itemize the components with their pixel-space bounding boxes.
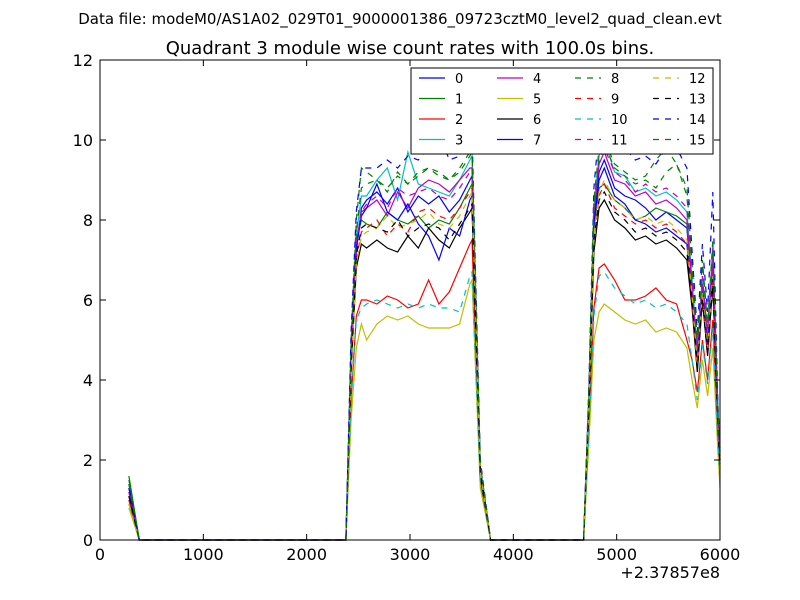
legend-label-9: 9 xyxy=(611,93,619,108)
legend-box xyxy=(410,67,714,155)
legend-label-8: 8 xyxy=(611,72,619,87)
y-tick-label: 2 xyxy=(83,451,93,470)
legend-label-12: 12 xyxy=(689,72,706,87)
y-tick-label: 4 xyxy=(83,371,93,390)
legend-label-1: 1 xyxy=(455,93,463,108)
series-line-9 xyxy=(128,182,721,541)
series-line-11 xyxy=(128,146,721,541)
x-tick-label: 1000 xyxy=(183,545,224,564)
x-tick-label: 2000 xyxy=(286,545,327,564)
legend-label-7: 7 xyxy=(533,134,541,149)
x-tick-label: 4000 xyxy=(493,545,534,564)
series-line-3 xyxy=(128,138,721,541)
legend-label-14: 14 xyxy=(689,113,706,128)
x-tick-label: 5000 xyxy=(596,545,637,564)
series-line-5 xyxy=(128,277,721,541)
legend-label-3: 3 xyxy=(455,134,463,149)
legend-label-0: 0 xyxy=(455,72,463,87)
legend-label-5: 5 xyxy=(533,93,541,108)
series-line-12 xyxy=(128,178,721,541)
chart-suptitle: Data file: modeM0/AS1A02_029T01_90000013… xyxy=(78,10,722,29)
y-tick-label: 6 xyxy=(83,291,93,310)
legend-label-6: 6 xyxy=(533,113,541,128)
y-tick-label: 10 xyxy=(73,131,93,150)
x-tick-label: 0 xyxy=(95,545,105,564)
series-line-0 xyxy=(128,158,721,541)
series-line-13 xyxy=(128,190,721,541)
y-tick-label: 8 xyxy=(83,211,93,230)
y-tick-label: 12 xyxy=(73,51,93,70)
legend-label-11: 11 xyxy=(611,134,628,149)
axis-ticks xyxy=(99,59,721,541)
x-offset-label: +2.37857e8 xyxy=(620,563,720,582)
x-tick-label: 3000 xyxy=(390,545,431,564)
series-line-14 xyxy=(128,105,721,541)
series-line-10 xyxy=(128,269,721,541)
legend-label-4: 4 xyxy=(533,72,541,87)
legend-label-2: 2 xyxy=(455,113,463,128)
chart-title: Quadrant 3 module wise count rates with … xyxy=(166,38,655,59)
series-line-15 xyxy=(128,142,721,541)
series-line-2 xyxy=(128,237,721,541)
legend-label-13: 13 xyxy=(689,93,706,108)
legend-label-15: 15 xyxy=(689,134,706,149)
series-line-1 xyxy=(128,181,721,541)
legend-label-10: 10 xyxy=(611,113,628,128)
plot-lines xyxy=(128,105,721,541)
series-line-6 xyxy=(128,198,721,541)
x-tick-label: 6000 xyxy=(700,545,741,564)
series-line-8 xyxy=(128,138,721,541)
y-tick-label: 0 xyxy=(83,531,93,550)
